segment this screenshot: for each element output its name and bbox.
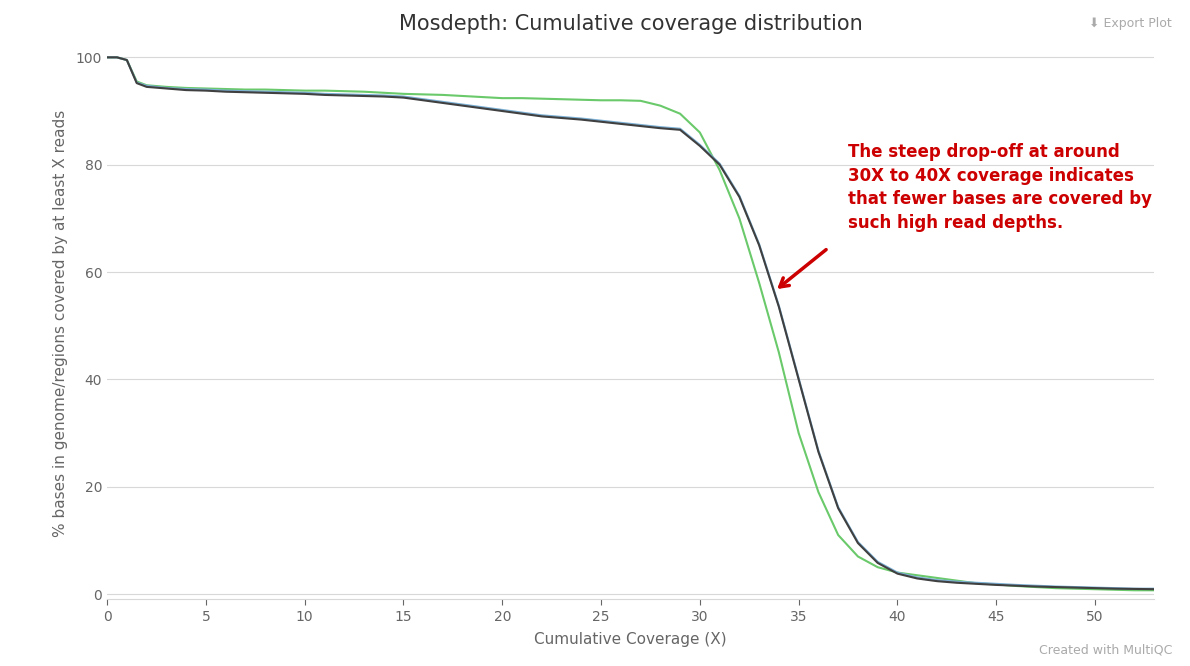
Text: Created with MultiQC: Created with MultiQC: [1039, 643, 1172, 656]
Y-axis label: % bases in genome/regions covered by at least X reads: % bases in genome/regions covered by at …: [52, 109, 68, 537]
Text: ⬇ Export Plot: ⬇ Export Plot: [1089, 17, 1172, 30]
Text: The steep drop-off at around
30X to 40X coverage indicates
that fewer bases are : The steep drop-off at around 30X to 40X …: [848, 143, 1152, 232]
X-axis label: Cumulative Coverage (X): Cumulative Coverage (X): [534, 632, 727, 647]
Title: Mosdepth: Cumulative coverage distribution: Mosdepth: Cumulative coverage distributi…: [399, 14, 863, 34]
